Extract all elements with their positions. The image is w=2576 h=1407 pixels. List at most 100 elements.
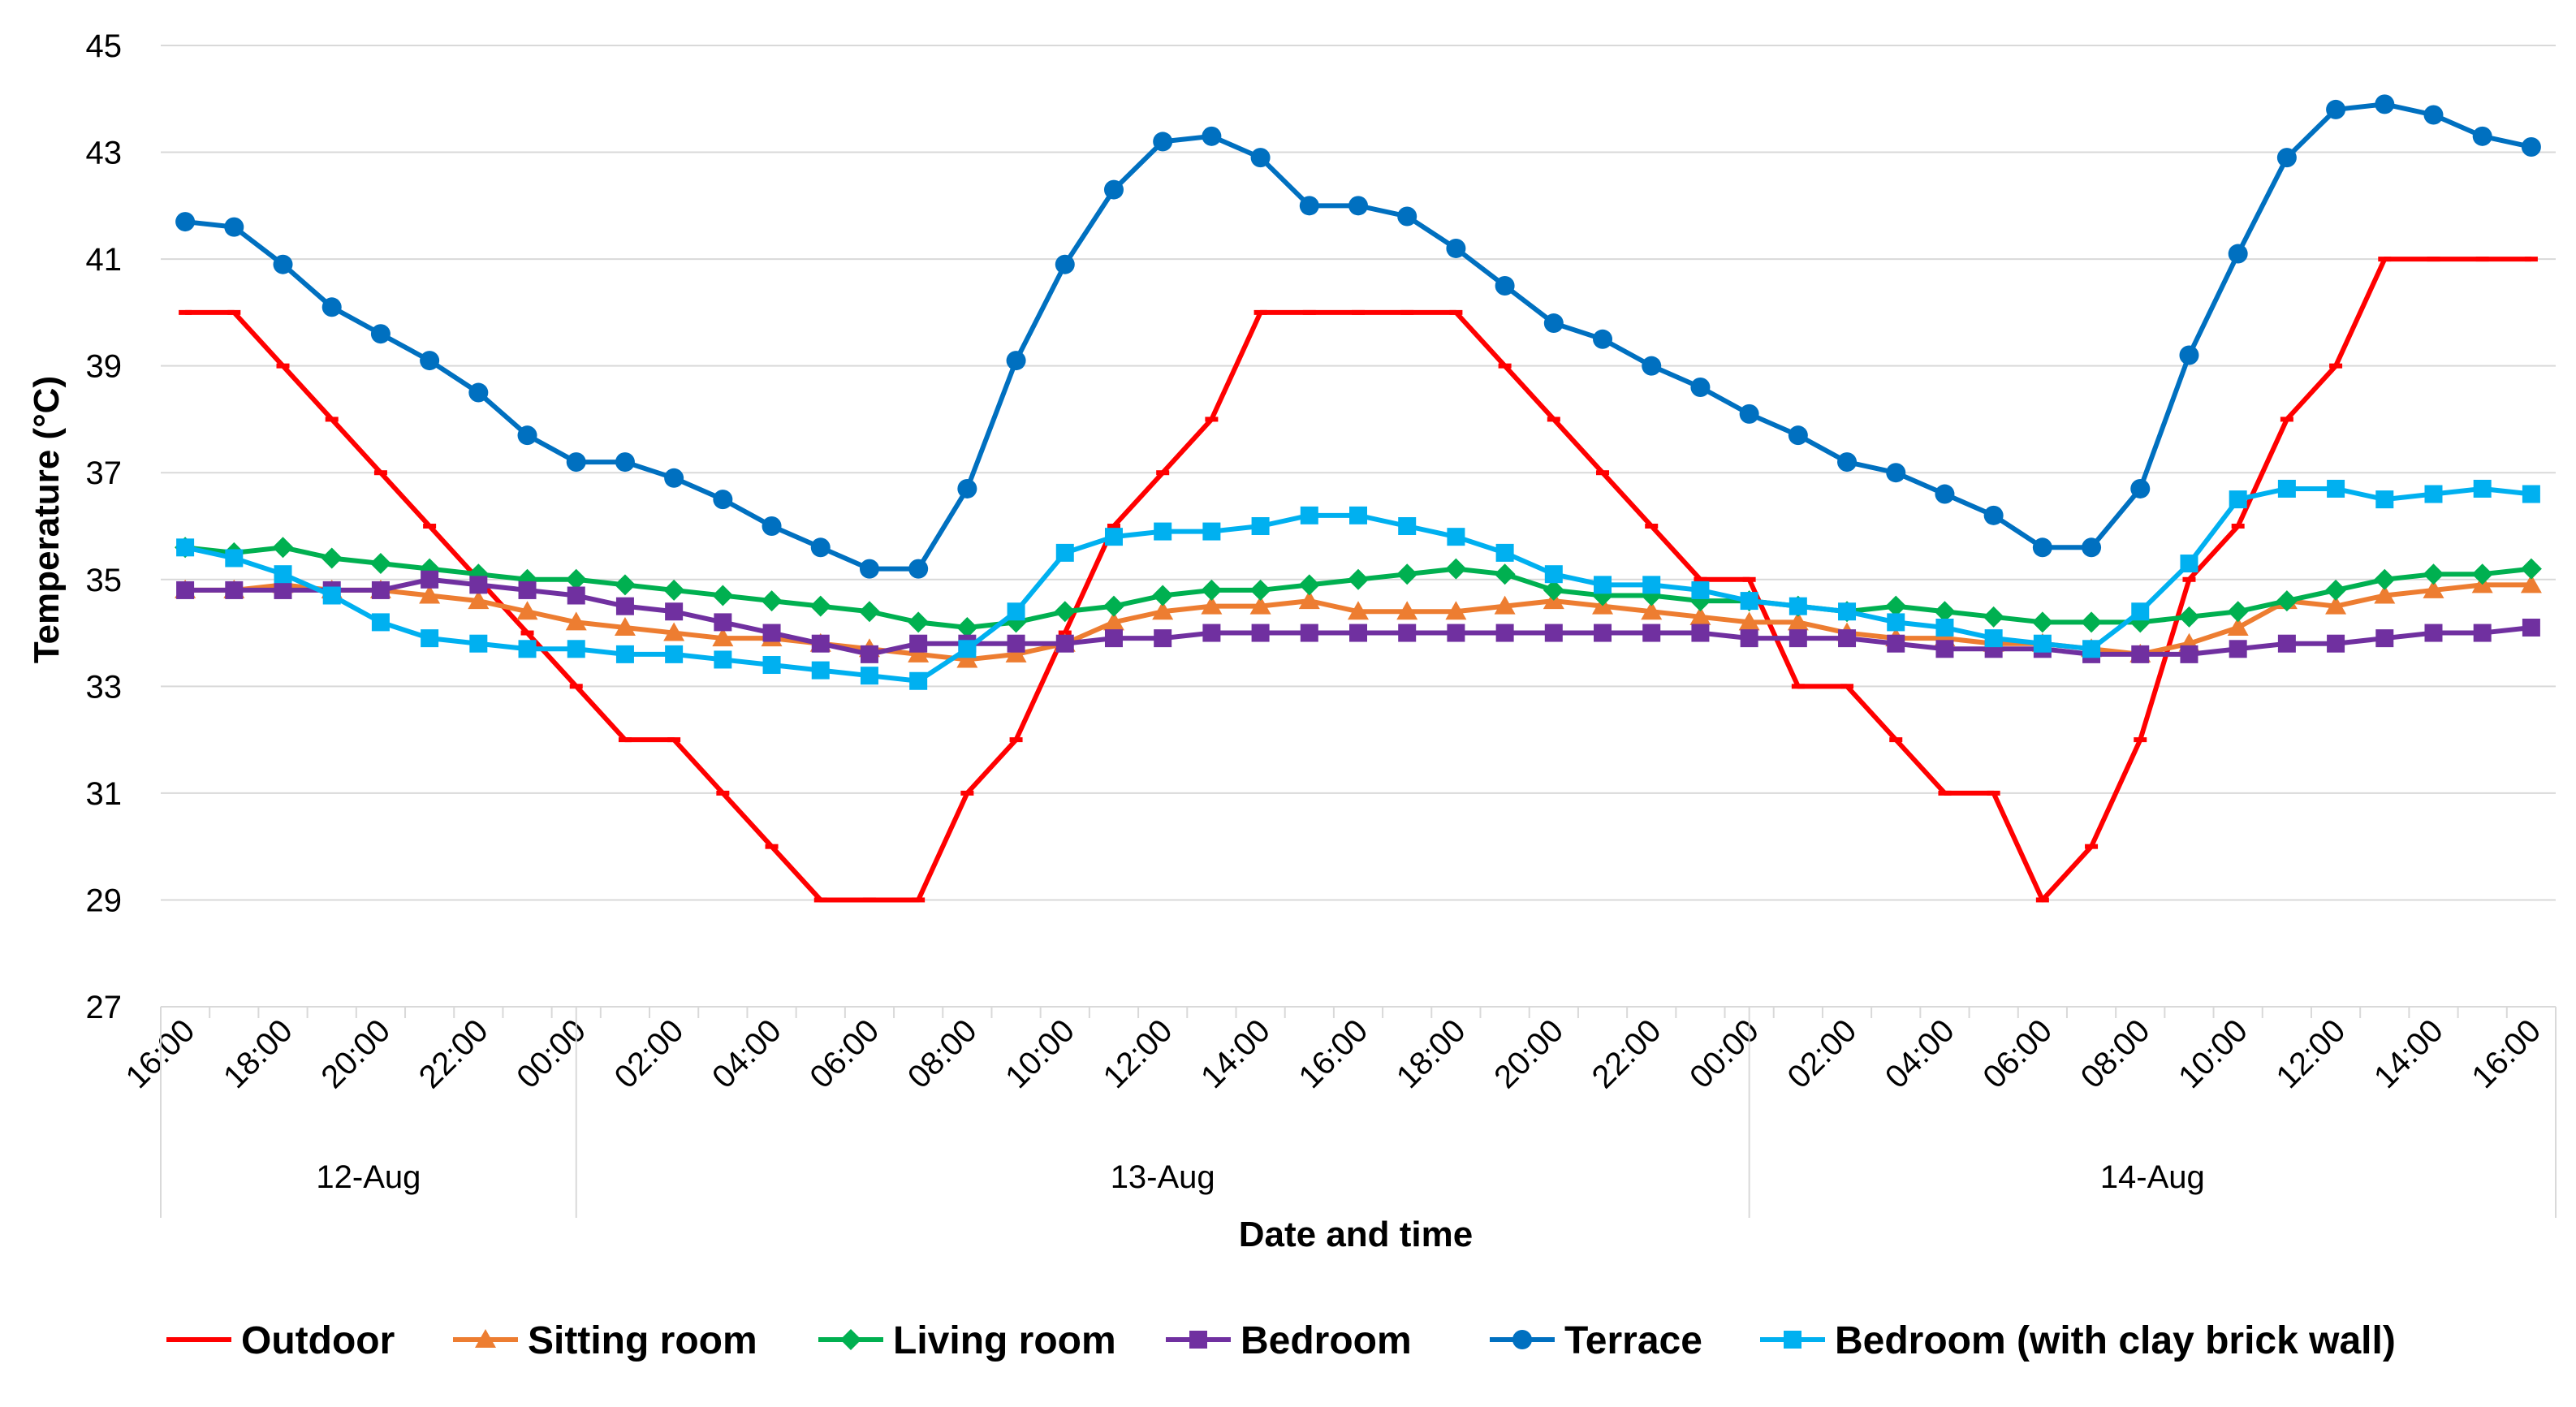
legend: Outdoor Sitting room Living room Bedroom Ter… xyxy=(166,1319,2396,1362)
legend-swatch-marker xyxy=(192,1337,205,1342)
legend-label: Bedroom xyxy=(1241,1319,1412,1362)
data-point xyxy=(1594,576,1612,594)
data-point xyxy=(2082,537,2102,558)
legend-item: Living room xyxy=(818,1319,1116,1362)
data-point xyxy=(2276,590,2298,612)
data-point xyxy=(1544,624,1563,642)
y-axis-title: Temperature (°C) xyxy=(27,376,67,663)
data-point xyxy=(1788,425,1808,446)
data-point xyxy=(1152,601,1174,620)
data-point xyxy=(2031,611,2053,633)
date-group-label: 14-Aug xyxy=(2100,1159,2205,1195)
data-point xyxy=(1887,613,1905,632)
data-point xyxy=(1791,684,1805,689)
data-point xyxy=(1348,601,1369,620)
x-tick-label: 14:00 xyxy=(1194,1012,1277,1095)
data-point xyxy=(908,559,929,579)
data-point xyxy=(1102,595,1124,617)
data-point xyxy=(2178,606,2200,628)
data-point xyxy=(2182,576,2196,582)
data-point xyxy=(2374,568,2396,590)
data-point xyxy=(2081,611,2103,633)
data-point xyxy=(1642,576,1661,594)
x-tick-label: 18:00 xyxy=(217,1012,300,1095)
data-point xyxy=(566,452,586,473)
data-point xyxy=(1886,463,1906,483)
data-point xyxy=(1055,254,1075,274)
data-point xyxy=(1348,568,1369,590)
data-point xyxy=(2227,616,2249,636)
legend-swatch-marker xyxy=(1784,1331,1801,1349)
data-point xyxy=(618,737,632,743)
data-point xyxy=(858,601,880,623)
data-point xyxy=(1495,276,1515,296)
data-point xyxy=(912,897,926,903)
series-group xyxy=(175,94,2542,903)
data-point xyxy=(2424,624,2443,642)
data-point xyxy=(1396,601,1418,620)
data-point xyxy=(909,634,928,653)
y-tick-label: 27 xyxy=(86,990,123,1025)
data-point xyxy=(1154,522,1172,541)
data-point xyxy=(2134,737,2147,743)
data-point xyxy=(615,597,634,615)
data-point xyxy=(860,667,878,685)
data-point xyxy=(2423,563,2444,585)
data-point xyxy=(1691,624,1710,642)
data-point xyxy=(2228,244,2248,264)
data-point xyxy=(810,537,831,558)
data-point xyxy=(2180,645,2198,663)
data-point xyxy=(2276,148,2297,168)
data-point xyxy=(2325,595,2347,615)
data-point xyxy=(1547,416,1560,422)
data-point xyxy=(1352,309,1365,315)
data-point xyxy=(1253,309,1267,315)
data-point xyxy=(1156,470,1170,476)
data-point xyxy=(1250,148,1271,168)
y-tick-label: 35 xyxy=(86,563,123,598)
data-point xyxy=(716,790,730,796)
data-point xyxy=(2520,574,2542,593)
y-axis-ticks: 27 29 31 33 35 37 39 41 43 45 xyxy=(86,28,123,1025)
data-point xyxy=(1494,563,1516,585)
data-point xyxy=(569,684,583,689)
data-point xyxy=(811,661,830,680)
data-point xyxy=(567,586,585,605)
data-point xyxy=(615,452,635,473)
data-point xyxy=(956,616,978,638)
data-point xyxy=(225,580,244,599)
x-tick-label: 22:00 xyxy=(1586,1012,1668,1095)
data-point xyxy=(1495,543,1514,562)
data-point xyxy=(1495,624,1514,642)
data-point xyxy=(1205,416,1219,422)
y-tick-label: 31 xyxy=(86,776,123,812)
legend-swatch-marker xyxy=(1512,1330,1532,1349)
data-point xyxy=(176,538,195,557)
data-point xyxy=(1935,618,1954,637)
x-tick-label: 02:00 xyxy=(608,1012,691,1095)
data-point xyxy=(2325,579,2347,601)
legend-label: Sitting room xyxy=(528,1319,757,1362)
x-tick-label: 18:00 xyxy=(1390,1012,1473,1095)
data-point xyxy=(614,616,636,636)
data-point xyxy=(371,613,390,632)
data-point xyxy=(2424,485,2443,503)
data-point xyxy=(421,570,439,589)
data-point xyxy=(1694,576,1707,582)
y-tick-label: 41 xyxy=(86,242,123,278)
y-tick-label: 37 xyxy=(86,455,123,491)
data-point xyxy=(1300,506,1318,524)
data-point xyxy=(762,656,781,675)
data-point xyxy=(2473,479,2492,498)
data-point xyxy=(1007,634,1025,653)
data-point xyxy=(909,671,928,690)
data-point xyxy=(1396,563,1418,585)
data-point xyxy=(1202,624,1221,642)
data-point xyxy=(1447,528,1465,546)
legend-label: Terrace xyxy=(1564,1319,1702,1362)
data-point xyxy=(1742,576,1756,582)
x-tick-label: 20:00 xyxy=(1487,1012,1570,1095)
data-point xyxy=(419,585,441,604)
x-tick-label: 04:00 xyxy=(1879,1012,1961,1095)
